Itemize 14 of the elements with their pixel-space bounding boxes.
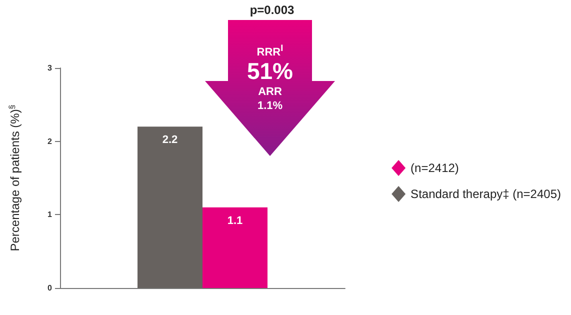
legend-label: (n=2412) [410,161,459,175]
y-tick-label: 1 [48,210,53,220]
y-axis-title: Percentage of patients (%)§ [8,104,22,252]
annotation: 51% [246,58,294,85]
data-label: 2.2 [162,134,178,146]
annotation: ARR [257,86,283,98]
y-tick-label: 2 [48,136,53,146]
legend-label: Standard therapy‡ (n=2405) [410,187,562,201]
y-tick-label: 3 [48,64,53,72]
annotation: 1.1% [256,100,284,112]
text: RRR$^{I}$ [256,43,284,59]
y-tick-label: 0 [48,284,53,292]
data-label: 1.1 [227,214,243,227]
text: p=0.003 [248,3,296,17]
